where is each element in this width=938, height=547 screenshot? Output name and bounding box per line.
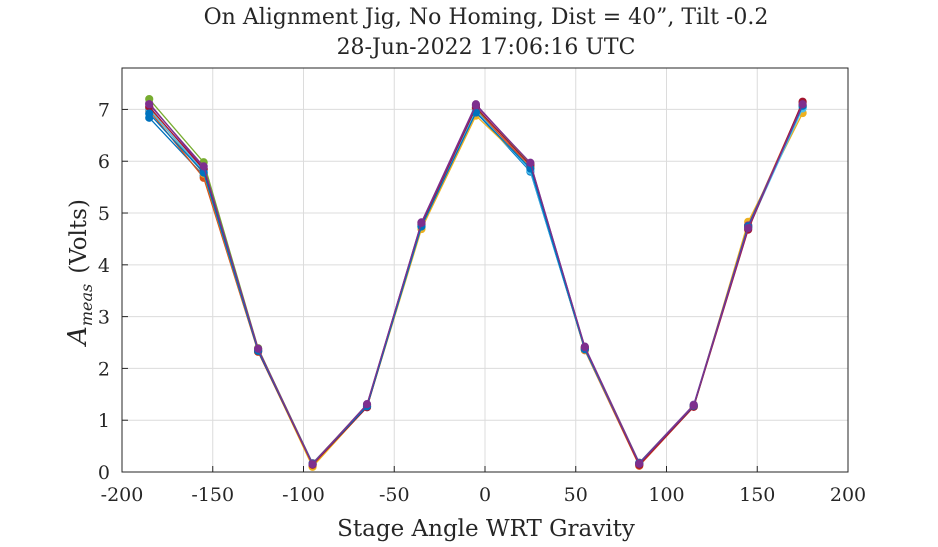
x-tick-label: -200 xyxy=(101,484,144,506)
series-group xyxy=(145,94,807,471)
data-point xyxy=(145,100,154,109)
y-tick-label: 2 xyxy=(98,358,110,380)
series-1 xyxy=(145,103,807,469)
data-point xyxy=(635,459,644,468)
y-axis-label-symbol: A xyxy=(63,326,93,347)
data-point xyxy=(199,162,208,171)
data-point xyxy=(689,401,698,410)
y-axis-label-units: (Volts) xyxy=(66,199,92,274)
data-point xyxy=(417,218,426,227)
series-line xyxy=(148,101,804,466)
y-tick-label: 1 xyxy=(98,410,110,432)
chart-subtitle: 28-Jun-2022 17:06:16 UTC xyxy=(337,35,636,60)
data-point xyxy=(362,400,372,409)
y-tick-label: 4 xyxy=(98,255,110,277)
x-tick-label: -50 xyxy=(379,484,410,506)
data-point xyxy=(526,158,535,167)
data-point xyxy=(254,344,263,353)
series-line xyxy=(148,108,804,466)
series-7 xyxy=(145,97,807,469)
ticks: -200 -150 -100 -50 0 50 100 150 200 0 1 2 3 4 5 6 7 xyxy=(98,68,866,506)
series-line xyxy=(148,98,804,465)
x-tick-label: -150 xyxy=(191,484,234,506)
data-point xyxy=(308,460,317,469)
data-point xyxy=(145,109,154,118)
x-axis-label: Stage Angle WRT Gravity xyxy=(337,516,635,542)
series-5 xyxy=(145,94,807,468)
data-point xyxy=(580,343,589,352)
x-tick-label: -100 xyxy=(282,484,325,506)
y-tick-label: 0 xyxy=(98,462,110,484)
series-4 xyxy=(145,99,807,468)
series-8 xyxy=(145,101,807,468)
data-point xyxy=(798,100,807,109)
y-tick-label: 6 xyxy=(98,151,110,173)
y-tick-label: 7 xyxy=(98,99,110,121)
series-line xyxy=(148,107,804,468)
chart-title: On Alignment Jig, No Homing, Dist = 40”,… xyxy=(204,5,769,30)
series-6 xyxy=(145,104,807,469)
x-tick-label: 200 xyxy=(830,484,866,506)
series-9 xyxy=(145,100,807,469)
grid xyxy=(121,68,849,473)
y-axis-label-subscript: meas xyxy=(77,284,96,326)
series-line xyxy=(148,105,804,465)
data-point xyxy=(744,223,753,233)
series-2 xyxy=(145,98,807,470)
x-tick-label: 0 xyxy=(479,484,491,506)
series-line xyxy=(148,102,804,465)
series-3 xyxy=(145,104,807,471)
series-line xyxy=(148,103,804,466)
x-tick-label: 50 xyxy=(564,484,588,506)
y-axis-label: Ameas (Volts) xyxy=(63,199,96,347)
series-line xyxy=(148,102,804,467)
y-tick-label: 5 xyxy=(98,203,110,225)
x-tick-label: 150 xyxy=(739,484,775,506)
x-tick-label: 100 xyxy=(648,484,684,506)
y-tick-label: 3 xyxy=(98,307,110,329)
data-point xyxy=(471,101,481,110)
